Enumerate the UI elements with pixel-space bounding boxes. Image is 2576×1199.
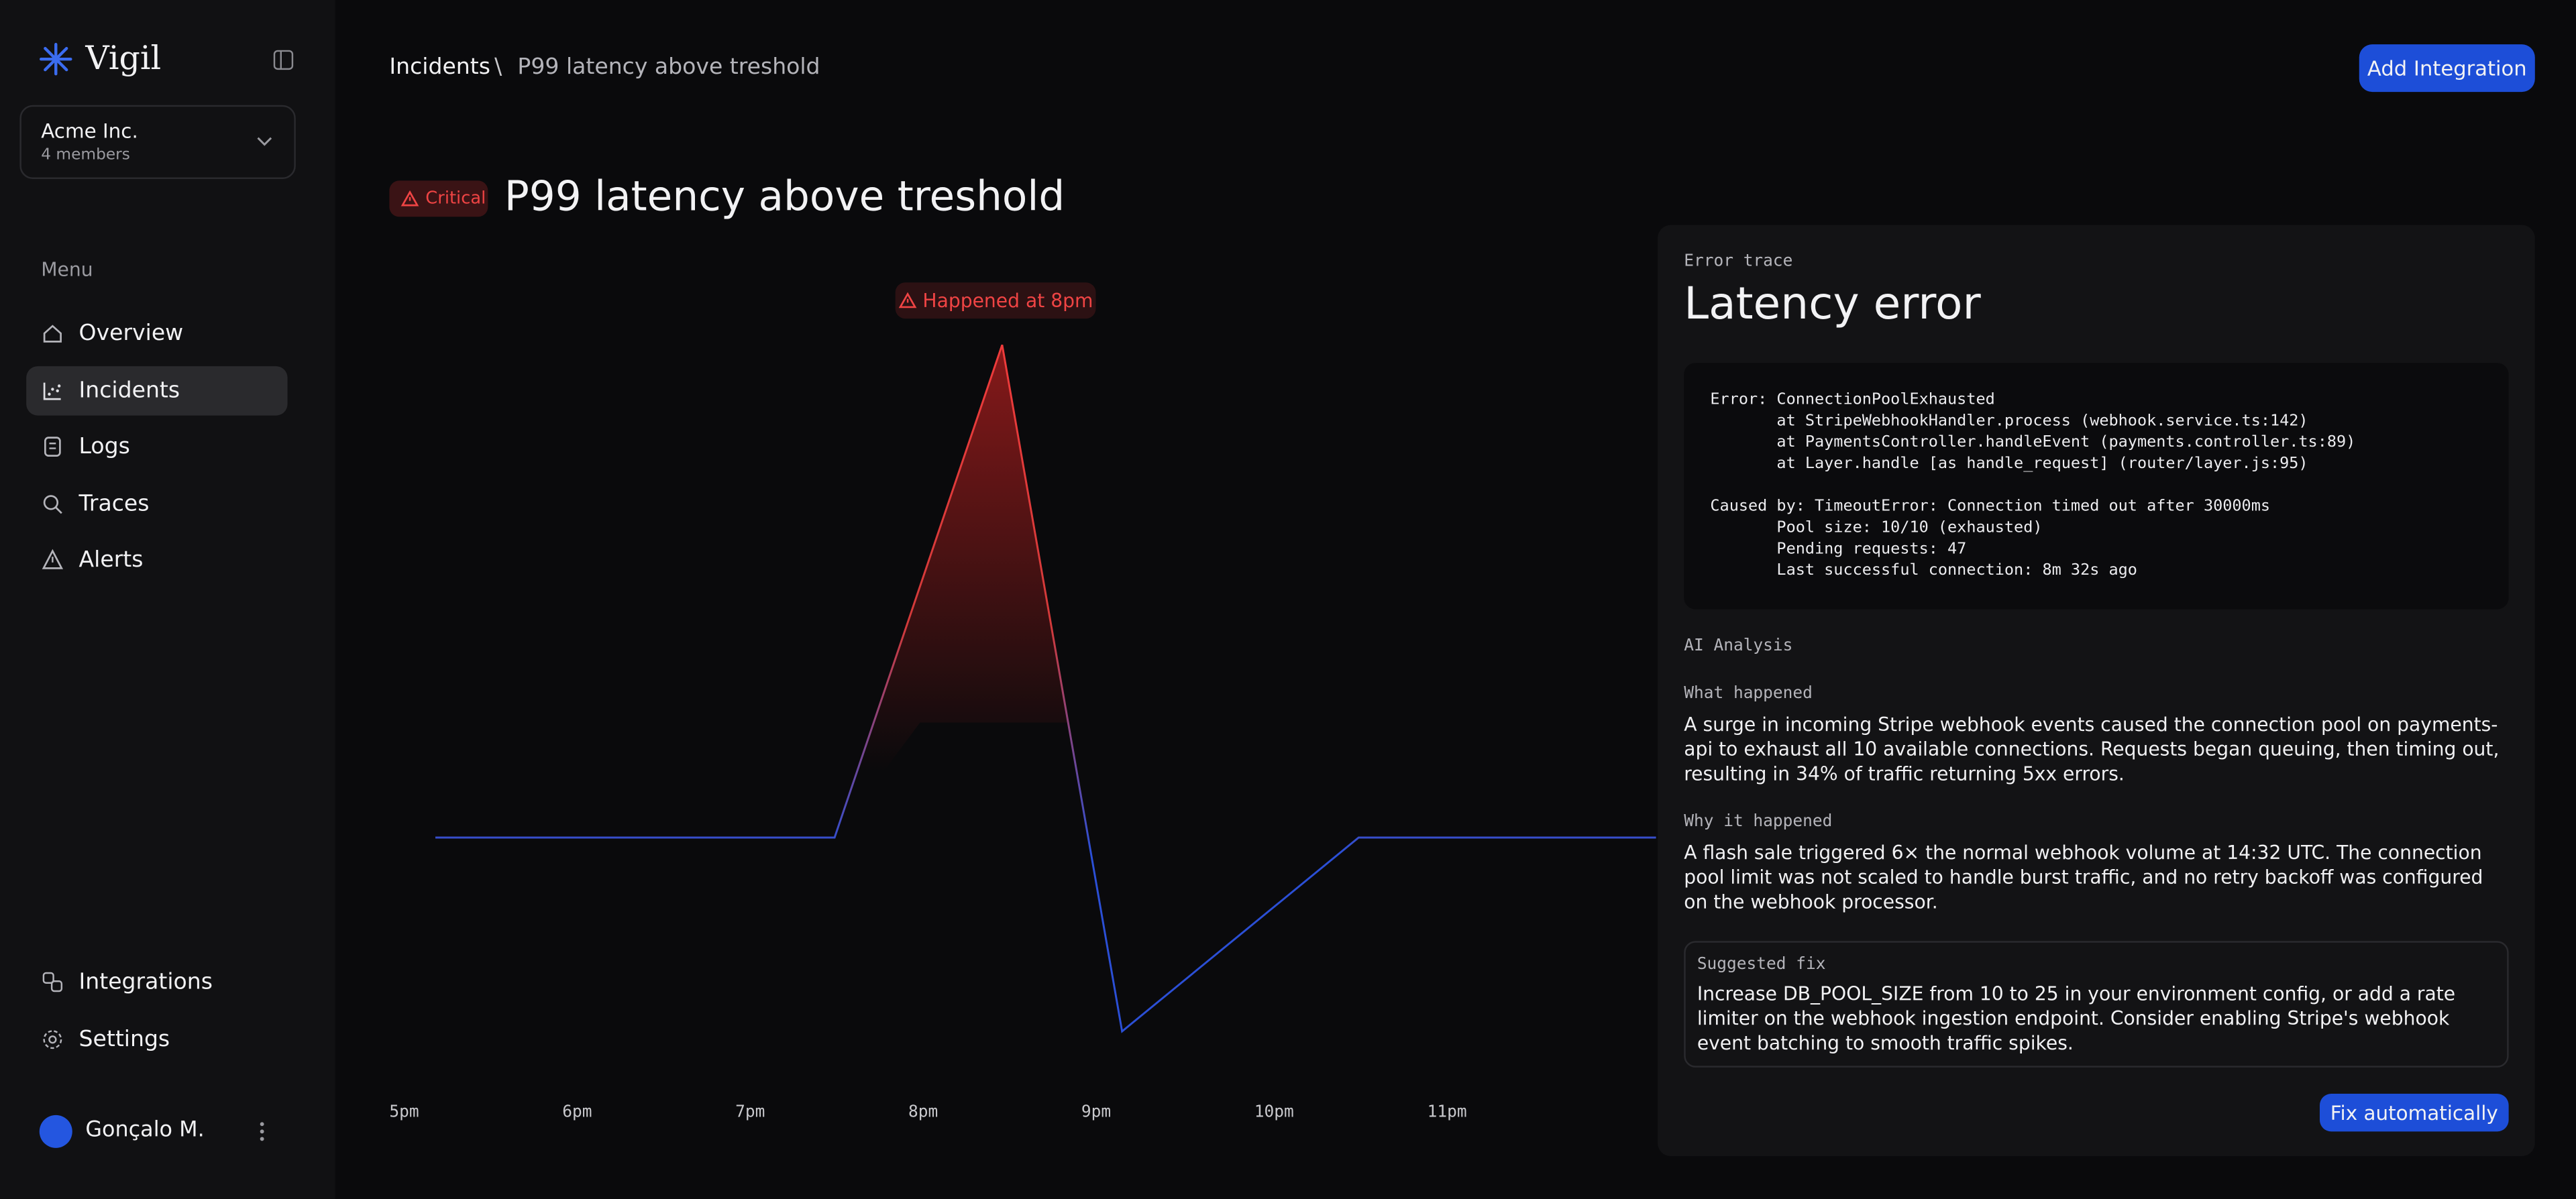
spike-fill — [835, 345, 1068, 838]
panel-label: Error trace — [1684, 253, 1793, 272]
why-label: Why it happened — [1684, 813, 1833, 832]
collapse-button[interactable] — [273, 49, 294, 70]
avatar — [39, 1115, 72, 1148]
event-annotation: Happened at 8pm — [895, 282, 1096, 319]
nav-icon — [44, 437, 61, 457]
nav-icon — [43, 325, 62, 343]
analysis-label: AI Analysis — [1684, 637, 1793, 656]
nav-text: Settings — [78, 1025, 170, 1052]
code-line: Caused by: TimeoutError: Connection time… — [1710, 498, 2270, 516]
x-axis-label: 7pm — [735, 1103, 765, 1122]
nav-text: Integrations — [78, 968, 213, 996]
user-name: Gonçalo M. — [85, 1118, 205, 1143]
code-line: at Layer.handle [as handle_request] (rou… — [1710, 455, 2308, 473]
breadcrumb-separator: \ — [494, 54, 502, 81]
org-name: Acme Inc. — [41, 119, 138, 144]
nav-item[interactable]: Settings — [26, 1014, 287, 1063]
org-members: 4 members — [41, 146, 130, 164]
why-text: A flash sale triggered 6× the normal web… — [1684, 840, 2483, 913]
code-line: Pending requests: 47 — [1710, 540, 1967, 559]
nav-icon — [43, 494, 62, 514]
nav-text: Traces — [78, 490, 150, 517]
nav-item[interactable]: Overview — [26, 308, 287, 357]
add-integration-button[interactable]: Add Integration — [2359, 44, 2535, 93]
warning-icon — [400, 190, 419, 207]
cause-lines: Caused by: TimeoutError: Connection time… — [1710, 496, 2270, 581]
code-line: Error: ConnectionPoolExhausted — [1710, 390, 1995, 409]
code-line: Last successful connection: 8m 32s ago — [1710, 561, 2137, 580]
nav-text: Overview — [78, 320, 184, 347]
nav-item[interactable]: Alerts — [26, 535, 287, 584]
severity-text: Critical — [425, 188, 486, 209]
fix-text: Increase DB_POOL_SIZE from 10 to 25 in y… — [1697, 982, 2456, 1054]
nav-icon — [42, 549, 64, 569]
fix-button[interactable]: Fix automatically — [2319, 1094, 2509, 1132]
menu-label: Menu — [41, 258, 93, 281]
nav-icon — [43, 1029, 62, 1048]
error-lines: Error: ConnectionPoolExhausted at Stripe… — [1710, 389, 2355, 474]
chevron — [257, 137, 272, 146]
nav-item[interactable]: Incidents — [26, 365, 288, 415]
annotation-text: Happened at 8pm — [922, 289, 1093, 312]
what-label: What happened — [1684, 685, 1813, 703]
nav-item[interactable]: Logs — [26, 422, 287, 471]
latency-line — [435, 344, 1656, 1033]
sidebar: Vigil Acme Inc. 4 members Menu Overview I… — [0, 0, 335, 1199]
x-axis-label: 10pm — [1254, 1103, 1294, 1122]
breadcrumb-root[interactable]: Incidents — [389, 54, 490, 81]
fix-label: Suggested fix — [1697, 956, 1826, 974]
incident-title: P99 latency above treshold — [504, 172, 1065, 221]
x-axis-label: 8pm — [908, 1103, 938, 1122]
breadcrumb-current: P99 latency above treshold — [517, 54, 820, 81]
nav-text: Logs — [78, 433, 130, 460]
warning-icon — [898, 292, 916, 308]
x-axis-label: 5pm — [389, 1103, 419, 1122]
nav-item[interactable]: Traces — [26, 479, 287, 528]
logo-icon — [40, 42, 72, 76]
nav-text: Alerts — [78, 547, 144, 573]
code-line: at PaymentsController.handleEvent (payme… — [1710, 433, 2356, 452]
panel-title: Latency error — [1684, 279, 1981, 331]
code-line: Pool size: 10/10 (exhausted) — [1710, 518, 2043, 537]
fix-box: Suggested fix Increase DB_POOL_SIZE from… — [1684, 941, 2509, 1068]
nav-icon — [42, 972, 63, 992]
severity-badge: Critical — [389, 180, 488, 217]
code-block: Error: ConnectionPoolExhausted at Stripe… — [1684, 363, 2509, 610]
x-axis-label: 11pm — [1427, 1103, 1467, 1122]
what-text: A surge in incoming Stripe webhook event… — [1684, 712, 2500, 785]
nav-text: Incidents — [78, 377, 180, 404]
code-line: at StripeWebhookHandler.process (webhook… — [1710, 412, 2308, 431]
nav-icon — [43, 382, 61, 400]
x-axis-label: 9pm — [1081, 1103, 1112, 1122]
user-menu-button[interactable] — [258, 1120, 266, 1143]
brand: Vigil — [85, 38, 162, 78]
nav-item[interactable]: Integrations — [26, 958, 287, 1007]
x-axis-label: 6pm — [562, 1103, 592, 1122]
org-switcher[interactable]: Acme Inc. 4 members — [19, 105, 296, 179]
